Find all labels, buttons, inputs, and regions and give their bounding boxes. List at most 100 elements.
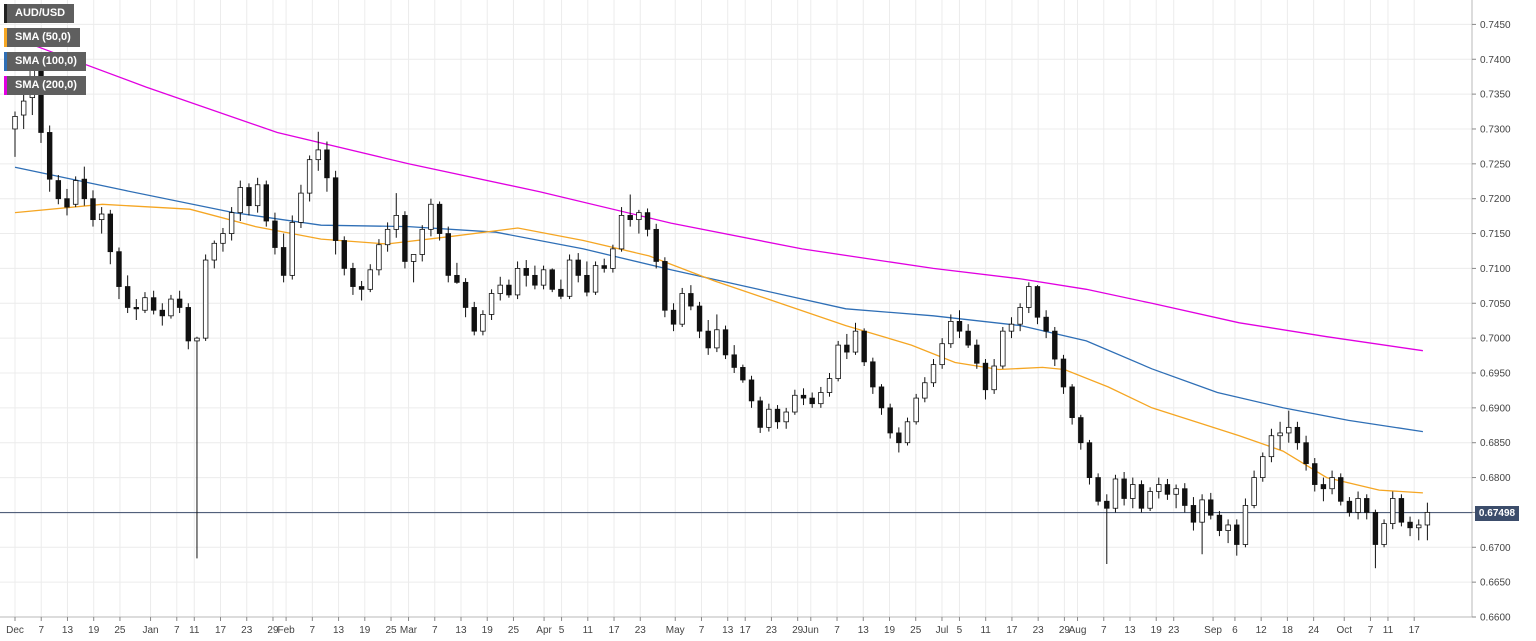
candle-down [1320,484,1327,490]
y-tick-label: 0.7150 [1480,229,1511,240]
candle-down [81,178,88,200]
candle-up [367,269,373,290]
axes [0,0,1473,618]
candle-down [1104,500,1110,509]
candle-down [965,330,971,346]
x-tick-label: 7 [38,625,44,636]
candle-up [72,180,79,205]
candle-down [748,379,755,402]
candle-up [1277,432,1283,437]
candle-up [679,293,685,325]
candle-down [878,386,885,409]
x-tick-label: 23 [241,625,253,636]
candle-down [133,307,140,310]
candle-up [428,203,434,230]
x-tick-label: 13 [455,625,467,636]
candle-up [566,259,573,297]
candle-up [1199,499,1205,523]
x-tick-label: 17 [1409,625,1421,636]
candle-up [904,421,911,444]
candle-down [1234,524,1240,545]
x-tick-label: 17 [1006,625,1018,636]
candle-up [298,192,304,223]
x-tick-label: 29 [267,625,279,636]
x-tick-label: Jan [142,625,158,636]
candle-up [1251,477,1257,506]
candle-up [1416,524,1422,529]
candle-down [454,274,460,283]
legend-item-audusd[interactable]: AUD/USD [4,4,75,23]
y-tick-label: 0.7200 [1480,194,1511,205]
x-tick-label: 25 [385,625,397,636]
candle-down [670,309,677,325]
legend-item-sma100[interactable]: SMA (100,0) [4,52,86,71]
candle-down [887,407,893,434]
candle-up [714,329,720,349]
candle-down [150,297,157,311]
y-tick-label: 0.7400 [1480,55,1511,66]
legend-item-sma200[interactable]: SMA (200,0) [4,76,86,95]
candle-down [159,309,166,317]
candle-down [757,400,763,428]
x-tick-label: 25 [114,625,126,636]
candle-down [740,367,746,381]
candle-down [1043,316,1049,332]
x-tick-label: 23 [635,625,647,636]
y-axis-ticks: 0.66000.66500.67000.67500.68000.68500.69… [1472,20,1511,624]
current-price-label: 0.67498 [1475,506,1519,521]
candle-up [480,314,486,332]
candle-down [332,177,339,241]
candle-down [601,265,607,269]
candle-up [1381,523,1387,545]
x-tick-label: 13 [1124,625,1136,636]
candle-up [12,116,18,130]
candle-down [861,330,867,363]
candle-up [488,293,495,315]
candle-down [55,180,62,200]
legend-label: SMA (200,0) [15,79,77,91]
candle-down [280,247,287,276]
candle-up [514,268,521,296]
candle-down [1182,488,1188,506]
candle-up [1130,484,1136,499]
y-tick-label: 0.6650 [1480,578,1511,589]
candle-up [142,297,148,311]
candle-up [818,392,824,405]
candle-down [462,281,469,308]
candle-up [194,337,200,342]
y-tick-label: 0.7350 [1480,90,1511,101]
candle-down [1086,442,1093,478]
candle-down [107,213,114,253]
candle-up [289,221,295,276]
candle-up [930,364,937,384]
x-tick-label: Aug [1069,625,1087,636]
candle-up [211,242,217,261]
candle-up [826,378,833,393]
legend-swatch-sma50 [4,28,7,47]
x-tick-label: 17 [740,625,752,636]
x-tick-label: 19 [88,625,100,636]
x-tick-label: 13 [858,625,870,636]
legend: AUD/USD SMA (50,0) SMA (100,0) SMA (200,… [4,4,86,100]
candle-up [237,187,243,214]
x-tick-label: Jun [803,625,819,636]
candle-up [228,212,235,234]
candle-up [384,228,391,246]
x-tick-label: 5 [559,625,565,636]
candle-down [506,284,512,296]
candle-down [896,432,902,444]
candle-down [1121,478,1127,499]
x-tick-label: 7 [699,625,705,636]
sma-lines [14,37,1423,494]
candle-up [610,248,616,269]
candle-down [644,212,651,230]
candle-up [220,233,226,244]
x-tick-label: 7 [1368,625,1374,636]
x-tick-label: Dec [6,625,24,636]
candle-down [809,397,815,405]
candle-down [1216,514,1223,531]
legend-item-sma50[interactable]: SMA (50,0) [4,28,80,47]
candle-down [800,394,807,399]
x-tick-label: Mar [400,625,418,636]
